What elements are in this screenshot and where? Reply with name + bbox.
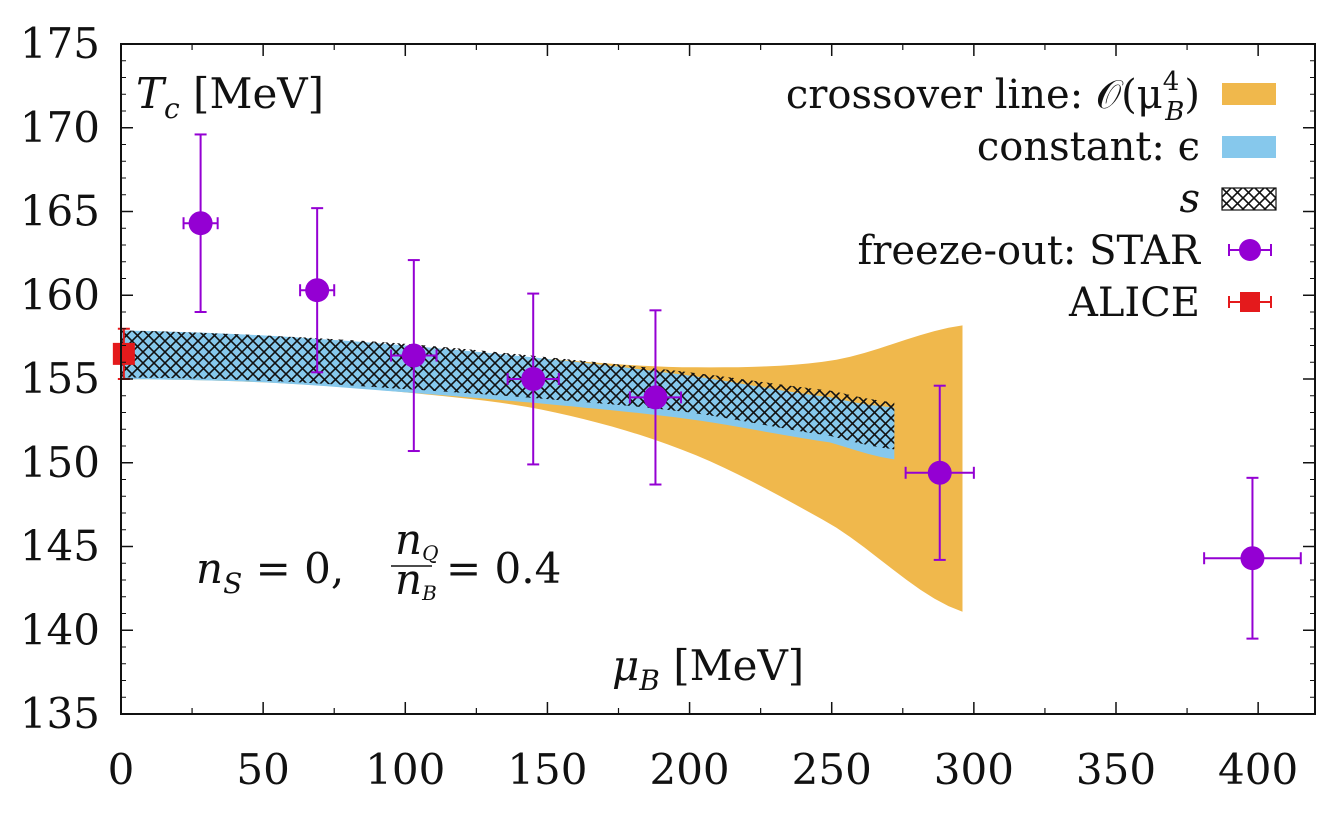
star-point-6 [1203, 476, 1302, 640]
svg-text:constant: ϵ: constant: ϵ [977, 124, 1200, 170]
x-tick-label: 300 [934, 745, 1014, 794]
band-s [121, 330, 895, 450]
x-tick-label: 400 [1218, 745, 1298, 794]
svg-text:nQ: nQ [395, 515, 438, 565]
legend: crossover line: 𝒪(μ4 B) constant: ϵ s fre… [786, 67, 1277, 326]
legend-item-crossover: crossover line: 𝒪(μ4 B) [786, 67, 1276, 127]
y-tick-label: 165 [20, 187, 100, 236]
legend-swatch-s [1221, 187, 1277, 211]
x-tick-label: 150 [507, 745, 587, 794]
bands-layer [121, 325, 963, 612]
x-tick-label: 250 [792, 745, 872, 794]
legend-marker-alice [1240, 292, 1260, 312]
x-tick-label: 50 [236, 745, 289, 794]
y-tick-label: 135 [20, 689, 100, 738]
x-tick-label: 0 [108, 745, 135, 794]
star-point-1 [299, 207, 336, 374]
points-layer [112, 133, 1302, 640]
constraint-annotation: nS = 0, nQ nB = 0.4 [196, 515, 561, 605]
ticks-layer [120, 43, 1315, 715]
svg-text:ALICE: ALICE [1068, 280, 1200, 326]
y-tick-label: 150 [20, 438, 100, 487]
x-axis-label: μB [MeV] [612, 641, 804, 697]
legend-marker-star [1239, 239, 1261, 261]
x-tick-label: 350 [1076, 745, 1156, 794]
x-tick-label: 200 [649, 745, 729, 794]
tick-labels-layer: 0 50 100 150 200 250 300 350 400 135 140 145 150 155 1… [20, 19, 1298, 794]
x-tick-label: 100 [365, 745, 445, 794]
svg-text:nS = 0,: nS = 0, [196, 544, 344, 600]
y-axis-label: Tc [MeV] [136, 69, 324, 125]
svg-text:freeze-out: STAR: freeze-out: STAR [857, 228, 1201, 274]
svg-text:s: s [1179, 176, 1200, 222]
y-tick-label: 170 [20, 103, 100, 152]
y-tick-label: 140 [20, 605, 100, 654]
star-point-3 [506, 292, 560, 466]
star-point-2 [390, 259, 438, 453]
y-tick-label: 175 [20, 19, 100, 68]
svg-text:crossover line: 𝒪(μ4B): crossover line: 𝒪(μ4 B) [786, 67, 1200, 127]
y-tick-label: 160 [20, 270, 100, 319]
svg-text:nB: nB [395, 555, 437, 605]
y-tick-label: 155 [20, 354, 100, 403]
legend-item-star: freeze-out: STAR [857, 228, 1272, 274]
y-tick-label: 145 [20, 522, 100, 571]
star-point-4 [628, 309, 683, 486]
legend-item-alice: ALICE [1068, 280, 1272, 326]
star-point-5 [904, 384, 975, 561]
legend-swatch-crossover [1222, 83, 1276, 105]
legend-swatch-constant-e [1222, 136, 1276, 158]
svg-text:= 0.4: = 0.4 [446, 544, 561, 593]
legend-item-constant-e: constant: ϵ [977, 124, 1276, 170]
star-point-0 [182, 133, 219, 313]
legend-item-s: s [1179, 176, 1277, 222]
